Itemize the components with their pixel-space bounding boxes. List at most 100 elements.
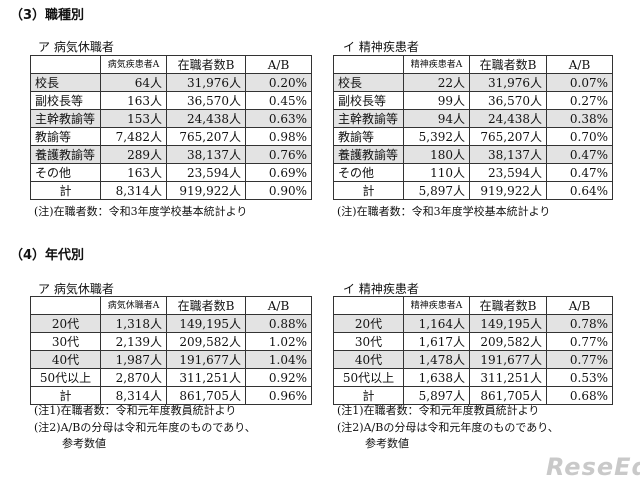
- cell-value: 38,137人: [166, 145, 246, 164]
- total-value: 919,922人: [166, 181, 246, 200]
- header-row: 精神疾患者A 在職者数B A/B: [333, 296, 613, 315]
- total-row: 計 5,897人 919,922人 0.64%: [333, 181, 613, 200]
- total-value: 0.96%: [245, 386, 312, 405]
- cell-value: 23,594人: [166, 163, 246, 182]
- cell-value: 36,570人: [469, 91, 547, 110]
- cell-value: 0.38%: [546, 109, 613, 128]
- cell-value: 1,478人: [403, 350, 470, 369]
- table-row: 30代 1,617人 209,582人 0.77%: [333, 332, 613, 351]
- s4-right-note2b: 参考数値: [365, 437, 409, 450]
- row-label: 40代: [30, 350, 101, 369]
- table-row: 20代 1,164人 149,195人 0.78%: [333, 314, 613, 333]
- table-row: その他 110人 23,594人 0.47%: [333, 163, 613, 182]
- cell-value: 0.63%: [245, 109, 312, 128]
- cell-value: 1,164人: [403, 314, 470, 333]
- s3-left-subtitle: ア 病気休職者: [38, 40, 114, 54]
- cell-value: 64人: [100, 73, 167, 92]
- row-label: 主幹教諭等: [333, 109, 404, 128]
- cell-value: 191,677人: [166, 350, 246, 369]
- total-value: 5,897人: [403, 386, 470, 405]
- row-label: 養護教諭等: [333, 145, 404, 164]
- s4-right-table: 精神疾患者A 在職者数B A/B 20代 1,164人 149,195人 0.78% 30代 1…: [333, 296, 613, 405]
- row-label: 20代: [30, 314, 101, 333]
- row-label: 20代: [333, 314, 404, 333]
- cell-value: 0.07%: [546, 73, 613, 92]
- column-header: 在職者数B: [469, 55, 547, 74]
- cell-value: 1.04%: [245, 350, 312, 369]
- cell-value: 0.47%: [546, 163, 613, 182]
- s4-left-note2a: (注2)A/Bの分母は令和元年度のものであり、: [34, 421, 256, 434]
- s4-left-note2b: 参考数値: [62, 437, 106, 450]
- header-row: 精神疾患者A 在職者数B A/B: [333, 55, 613, 74]
- cell-value: 1,987人: [100, 350, 167, 369]
- s3-right-note: (注)在職者数：令和3年度学校基本統計より: [337, 205, 551, 218]
- cell-value: 31,976人: [469, 73, 547, 92]
- cell-value: 24,438人: [166, 109, 246, 128]
- column-header: A/B: [245, 55, 312, 74]
- row-label: 30代: [30, 332, 101, 351]
- column-header: A/B: [245, 296, 312, 315]
- total-value: 861,705人: [469, 386, 547, 405]
- cell-value: 0.20%: [245, 73, 312, 92]
- cell-value: 0.47%: [546, 145, 613, 164]
- row-label: 教諭等: [30, 127, 101, 146]
- cell-value: 36,570人: [166, 91, 246, 110]
- table-row: 50代以上 2,870人 311,251人 0.92%: [30, 368, 312, 387]
- row-label: 教諭等: [333, 127, 404, 146]
- table-row: 50代以上 1,638人 311,251人 0.53%: [333, 368, 613, 387]
- row-label: 主幹教諭等: [30, 109, 101, 128]
- table-row: 教諭等 5,392人 765,207人 0.70%: [333, 127, 613, 146]
- s4-left-note1: (注1)在職者数：令和元年度教員統計より: [34, 404, 237, 417]
- column-header: A/B: [546, 296, 613, 315]
- column-header: 病気疾患者A: [100, 55, 167, 74]
- header-row: 病気疾患者A 在職者数B A/B: [30, 55, 312, 74]
- total-label: 計: [333, 386, 404, 405]
- row-label: 養護教諭等: [30, 145, 101, 164]
- cell-value: 0.53%: [546, 368, 613, 387]
- cell-value: 22人: [403, 73, 470, 92]
- total-label: 計: [30, 181, 101, 200]
- row-label: 校長: [30, 73, 101, 92]
- column-header: 在職者数B: [166, 296, 246, 315]
- total-value: 8,314人: [100, 181, 167, 200]
- column-header: 病気休職者A: [100, 296, 167, 315]
- total-value: 8,314人: [100, 386, 167, 405]
- total-value: 919,922人: [469, 181, 547, 200]
- cell-value: 311,251人: [166, 368, 246, 387]
- s4-right-subtitle: イ 精神疾患者: [343, 282, 419, 296]
- cell-value: 38,137人: [469, 145, 547, 164]
- row-label: その他: [30, 163, 101, 182]
- table-row: 校長 22人 31,976人 0.07%: [333, 73, 613, 92]
- s3-left-note: (注)在職者数：令和3年度学校基本統計より: [34, 205, 248, 218]
- cell-value: 191,677人: [469, 350, 547, 369]
- cell-value: 209,582人: [166, 332, 246, 351]
- table-row: 教諭等 7,482人 765,207人 0.98%: [30, 127, 312, 146]
- header-row: 病気休職者A 在職者数B A/B: [30, 296, 312, 315]
- cell-value: 0.78%: [546, 314, 613, 333]
- cell-value: 110人: [403, 163, 470, 182]
- cell-value: 765,207人: [166, 127, 246, 146]
- column-header: 在職者数B: [166, 55, 246, 74]
- table-row: 養護教諭等 180人 38,137人 0.47%: [333, 145, 613, 164]
- cell-value: 7,482人: [100, 127, 167, 146]
- s4-left-subtitle: ア 病気休職者: [38, 282, 114, 296]
- cell-value: 5,392人: [403, 127, 470, 146]
- cell-value: 99人: [403, 91, 470, 110]
- row-label: その他: [333, 163, 404, 182]
- table-row: 40代 1,478人 191,677人 0.77%: [333, 350, 613, 369]
- row-label: 副校長等: [333, 91, 404, 110]
- cell-value: 163人: [100, 163, 167, 182]
- column-header: 在職者数B: [469, 296, 547, 315]
- cell-value: 0.27%: [546, 91, 613, 110]
- cell-value: 311,251人: [469, 368, 547, 387]
- total-label: 計: [30, 386, 101, 405]
- cell-value: 31,976人: [166, 73, 246, 92]
- cell-value: 94人: [403, 109, 470, 128]
- column-header: 精神疾患者A: [403, 55, 470, 74]
- row-label: 校長: [333, 73, 404, 92]
- s3-right-subtitle: イ 精神疾患者: [343, 40, 419, 54]
- s3-right-table: 精神疾患者A 在職者数B A/B 校長 22人 31,976人 0.07% 副校長等 99人 36…: [333, 55, 613, 200]
- table-row: 20代 1,318人 149,195人 0.88%: [30, 314, 312, 333]
- header-blank: [30, 296, 101, 315]
- cell-value: 1,617人: [403, 332, 470, 351]
